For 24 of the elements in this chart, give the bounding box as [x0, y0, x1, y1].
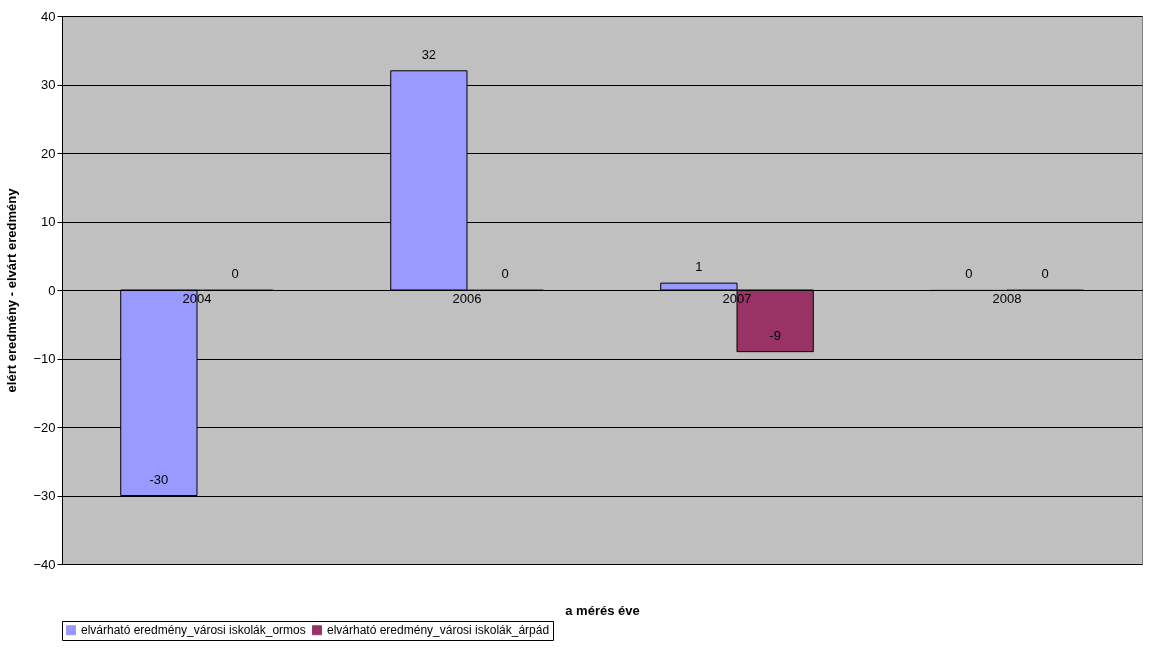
x-tick-label: 2008	[992, 290, 1022, 306]
data-label: 0	[231, 266, 239, 281]
y-tick-label: −10	[33, 351, 56, 366]
y-axis-title: elért eredmény - elvárt eredmény	[4, 187, 20, 393]
legend-label: elvárható eredmény_városi iskolák_árpád	[327, 623, 550, 638]
data-label: -9	[769, 327, 781, 343]
y-tick-label: 0	[48, 282, 56, 298]
y-tick-label: 20	[41, 145, 56, 161]
data-label: 0	[965, 266, 973, 281]
x-tick-label: 2004	[182, 290, 212, 306]
x-tick-label: 2006	[452, 290, 482, 306]
y-tick-label: 40	[41, 8, 56, 24]
data-label: 32	[421, 46, 437, 62]
y-tick-label: 30	[41, 77, 56, 92]
y-tick-label: −30	[33, 488, 56, 503]
data-label: -30	[149, 471, 169, 487]
legend-label: elvárható eredmény_városi iskolák_ormos	[81, 623, 306, 638]
data-label: 0	[501, 266, 509, 281]
x-axis-title: a mérés éve	[565, 602, 640, 618]
data-label: 0	[1041, 266, 1049, 281]
y-tick-label: −20	[33, 419, 56, 435]
y-tick-label: 10	[41, 214, 56, 229]
data-label: 1	[695, 259, 703, 275]
y-tick-label: −40	[33, 556, 56, 572]
